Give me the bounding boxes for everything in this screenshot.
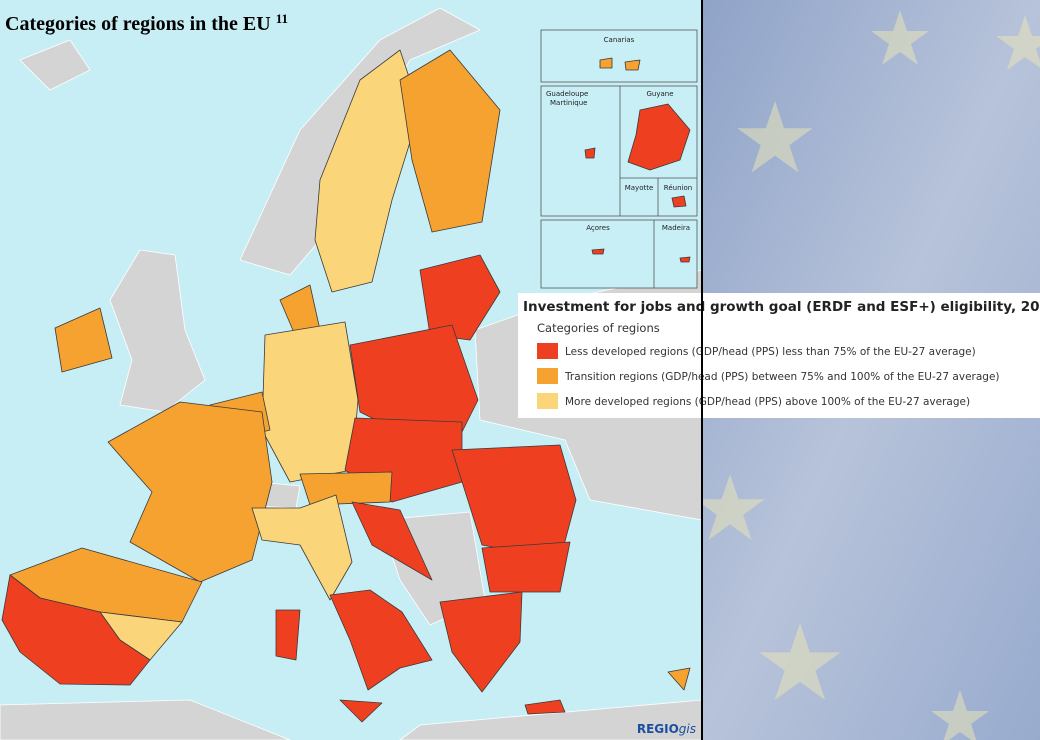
non-eu-land xyxy=(0,699,291,740)
inset-label: Madeira xyxy=(662,224,690,232)
logo: REGIOgis xyxy=(637,722,696,736)
legend-box xyxy=(518,293,1040,418)
legend-label: Transition regions (GDP/head (PPS) betwe… xyxy=(564,371,1000,383)
inset-label: Réunion xyxy=(664,184,692,192)
inset-label: Guyane xyxy=(646,90,673,98)
region xyxy=(275,609,301,661)
region xyxy=(419,254,501,341)
region xyxy=(351,501,433,581)
legend-swatch xyxy=(537,343,558,359)
region xyxy=(481,541,571,593)
region xyxy=(627,103,691,171)
non-eu-land xyxy=(19,39,91,91)
insets: Canarias Guadeloupe Martinique Guyane Ma… xyxy=(540,29,698,289)
non-eu-land xyxy=(109,249,206,413)
inset-label: Guadeloupe xyxy=(546,90,588,98)
region xyxy=(624,59,641,71)
region xyxy=(299,471,393,506)
region xyxy=(679,256,691,263)
inset-label: Açores xyxy=(586,224,610,232)
region xyxy=(329,589,433,691)
legend-items: Less developed regions (GDP/head (PPS) l… xyxy=(537,343,1000,409)
title-text: Categories of regions in the EU xyxy=(5,13,271,35)
legend-swatch xyxy=(537,393,558,409)
region xyxy=(524,699,566,715)
region xyxy=(439,591,523,693)
region xyxy=(667,667,691,691)
region xyxy=(314,49,421,293)
legend-subtitle: Categories of regions xyxy=(537,321,660,335)
inset-label: Martinique xyxy=(550,99,587,107)
legend-label: Less developed regions (GDP/head (PPS) l… xyxy=(565,346,976,358)
region xyxy=(1,574,151,686)
non-eu-land xyxy=(399,699,703,740)
region xyxy=(399,49,501,233)
region xyxy=(591,248,605,255)
legend-label: More developed regions (GDP/head (PPS) a… xyxy=(565,396,970,408)
title: Categories of regions in the EU 11 xyxy=(5,11,288,35)
inset-label: Mayotte xyxy=(625,184,654,192)
inset-box xyxy=(540,219,698,289)
legend-title: Investment for jobs and growth goal (ERD… xyxy=(523,299,1040,315)
region xyxy=(54,307,113,373)
footnote-mark: 11 xyxy=(276,11,288,26)
region xyxy=(107,401,273,583)
region xyxy=(671,195,687,208)
inset-box xyxy=(540,29,698,83)
region xyxy=(584,147,596,159)
logo-rest: gis xyxy=(679,722,696,736)
region xyxy=(251,494,353,601)
region xyxy=(451,444,577,561)
region xyxy=(599,57,613,69)
region xyxy=(339,699,383,723)
logo-bold: REGIO xyxy=(637,722,679,736)
legend-swatch xyxy=(537,368,558,384)
inset-label: Canarias xyxy=(604,36,635,44)
